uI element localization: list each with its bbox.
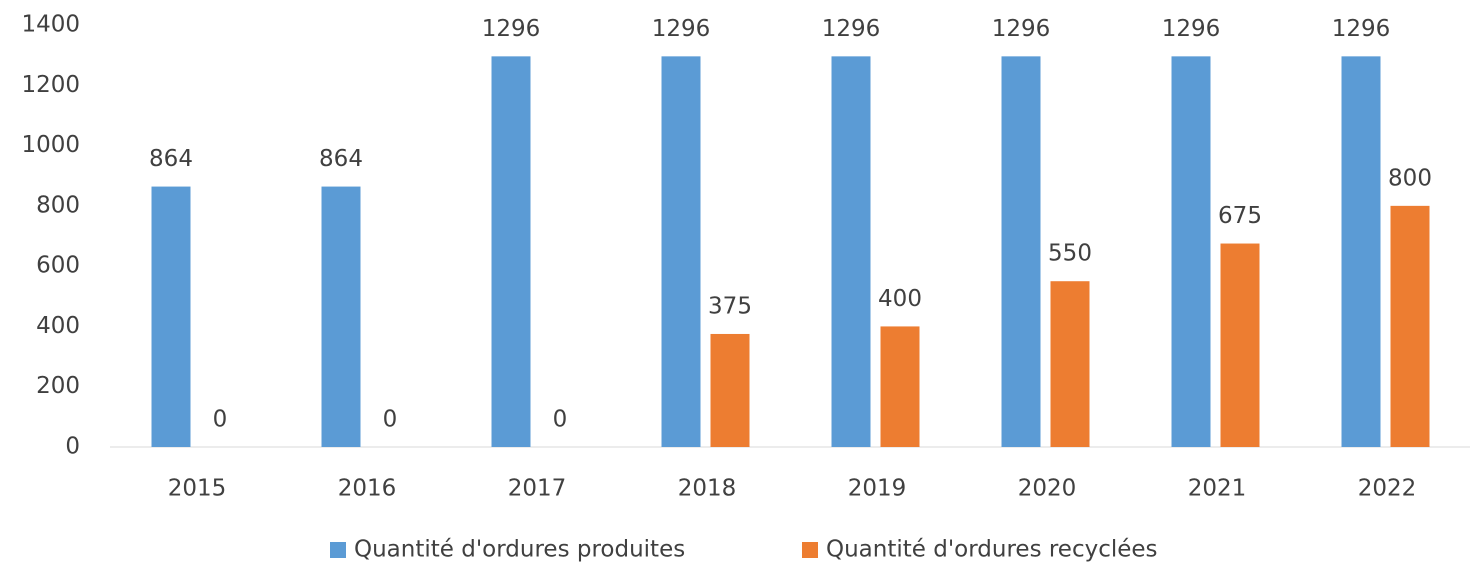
- data-label: 1296: [482, 16, 541, 42]
- bar: [1001, 56, 1041, 447]
- legend-swatch: [802, 542, 818, 558]
- data-label: 0: [383, 407, 398, 433]
- data-label: 864: [319, 146, 363, 172]
- x-tick-label: 2020: [1018, 476, 1077, 502]
- legend-label: Quantité d'ordures produites: [354, 537, 685, 563]
- y-tick-label: 400: [36, 313, 80, 339]
- y-tick-label: 200: [36, 373, 80, 399]
- legend-swatch: [330, 542, 346, 558]
- data-label: 675: [1218, 203, 1262, 229]
- x-tick-label: 2016: [338, 476, 397, 502]
- y-tick-label: 600: [36, 253, 80, 279]
- bar: [1050, 281, 1090, 447]
- bar: [831, 56, 871, 447]
- y-tick-label: 800: [36, 192, 80, 218]
- y-tick-label: 1200: [21, 72, 80, 98]
- bar: [1341, 56, 1381, 447]
- bar: [321, 186, 361, 447]
- data-label: 400: [878, 286, 922, 312]
- data-label: 375: [708, 293, 752, 319]
- data-label: 0: [553, 407, 568, 433]
- x-tick-label: 2017: [508, 476, 567, 502]
- x-tick-label: 2019: [848, 476, 907, 502]
- bar: [491, 56, 531, 447]
- bar: [880, 326, 920, 447]
- data-label: 1296: [1332, 16, 1391, 42]
- bar: [661, 56, 701, 447]
- x-tick-label: 2015: [168, 476, 227, 502]
- data-label: 1296: [1162, 16, 1221, 42]
- data-label: 864: [149, 146, 193, 172]
- data-label: 1296: [992, 16, 1051, 42]
- x-tick-label: 2018: [678, 476, 737, 502]
- data-label: 1296: [652, 16, 711, 42]
- y-tick-label: 1400: [21, 12, 80, 38]
- data-label: 1296: [822, 16, 881, 42]
- bar: [710, 333, 750, 447]
- x-tick-label: 2021: [1188, 476, 1247, 502]
- data-label: 550: [1048, 241, 1092, 267]
- bar: [151, 186, 191, 447]
- bar: [1171, 56, 1211, 447]
- y-tick-label: 1000: [21, 132, 80, 158]
- data-label: 800: [1388, 165, 1432, 191]
- y-tick-label: 0: [65, 434, 80, 460]
- bar: [1220, 243, 1260, 447]
- x-tick-label: 2022: [1358, 476, 1417, 502]
- data-label: 0: [213, 407, 228, 433]
- bar: [1390, 205, 1430, 447]
- legend-label: Quantité d'ordures recyclées: [826, 537, 1158, 563]
